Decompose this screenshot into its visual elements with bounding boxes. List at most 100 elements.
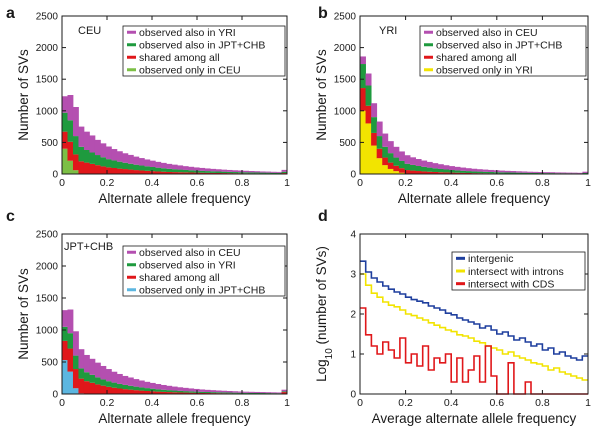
bar-shared bbox=[72, 154, 79, 171]
legend-label-only: observed only in CEU bbox=[139, 65, 241, 77]
bar-jpt bbox=[404, 163, 411, 171]
bar-jpt bbox=[365, 85, 372, 106]
y-axis-label: Number of SVs bbox=[16, 49, 31, 141]
bar-other bbox=[160, 384, 167, 390]
bar-other bbox=[526, 171, 533, 173]
bar-shared bbox=[371, 132, 378, 146]
bar-jpt bbox=[221, 392, 228, 394]
bar-other bbox=[565, 172, 572, 174]
y-tick-label: 1500 bbox=[36, 294, 59, 305]
x-tick-label: 0.4 bbox=[444, 397, 459, 409]
bar-other bbox=[177, 165, 184, 170]
panel-letter: d bbox=[318, 208, 328, 225]
bar-shared bbox=[89, 382, 96, 394]
legend-box bbox=[122, 25, 286, 77]
bar-other bbox=[62, 310, 68, 327]
y-axis-label-subscript: 10 bbox=[324, 348, 335, 360]
panel-letter: c bbox=[6, 208, 15, 225]
legend-label-other: observed also in CEU bbox=[139, 247, 241, 259]
bar-jpt bbox=[67, 120, 74, 142]
bar-jpt bbox=[582, 172, 589, 174]
bar-other bbox=[171, 386, 178, 391]
bar-jpt bbox=[89, 374, 96, 383]
bar-jpt bbox=[116, 383, 123, 389]
bar-other bbox=[94, 362, 101, 378]
y-tick-label: 1000 bbox=[334, 106, 357, 117]
bar-jpt bbox=[443, 169, 450, 173]
bar-other bbox=[382, 133, 389, 147]
bar-other bbox=[215, 169, 222, 172]
x-tick-label: 0.2 bbox=[398, 177, 413, 189]
bar-other bbox=[122, 375, 129, 385]
bar-jpt bbox=[281, 391, 288, 393]
bar-other bbox=[78, 126, 85, 147]
axes-frame bbox=[61, 15, 288, 175]
x-tick-label: 0.2 bbox=[100, 177, 115, 189]
bar-shared bbox=[144, 170, 151, 174]
bar-jpt bbox=[166, 168, 173, 172]
bar-jpt bbox=[543, 173, 550, 174]
bar-jpt bbox=[465, 171, 472, 173]
x-axis-label: Alternate allele frequency bbox=[98, 191, 251, 206]
bar-jpt bbox=[237, 172, 244, 174]
bar-shared bbox=[72, 369, 79, 389]
x-tick-label: 1 bbox=[284, 177, 290, 189]
y-axis: 0 500 1000 1500 2000 2500 bbox=[36, 12, 287, 181]
bar-other bbox=[499, 170, 505, 173]
population-label: JPT+CHB bbox=[64, 241, 113, 253]
bar-jpt bbox=[421, 166, 428, 172]
x-tick-label: 0.6 bbox=[489, 397, 504, 409]
y-tick-label: 1 bbox=[350, 350, 356, 361]
bar-only bbox=[62, 360, 68, 394]
bar-jpt bbox=[537, 173, 544, 174]
y-axis-label-prefix: Log bbox=[314, 359, 329, 382]
bar-jpt bbox=[237, 392, 244, 394]
y-tick-label: 3 bbox=[350, 270, 356, 281]
legend-label-shared: shared among all bbox=[139, 52, 220, 64]
bar-other bbox=[111, 371, 118, 383]
bar-only bbox=[72, 388, 79, 394]
bar-other bbox=[94, 139, 101, 156]
bar-other bbox=[582, 171, 589, 173]
bar-only bbox=[72, 170, 79, 174]
bar-shared bbox=[83, 381, 90, 394]
bar-jpt bbox=[243, 172, 249, 174]
bar-shared bbox=[166, 171, 173, 174]
bar-jpt bbox=[504, 172, 511, 174]
legend-label-other: observed also in YRI bbox=[139, 27, 236, 39]
bar-jpt bbox=[254, 172, 260, 174]
bar-other bbox=[465, 168, 472, 172]
bar-other bbox=[454, 166, 461, 171]
bar-shared bbox=[62, 340, 68, 361]
bar-other bbox=[237, 170, 244, 173]
bar-other bbox=[248, 171, 255, 173]
bar-other bbox=[160, 162, 167, 169]
x-tick-label: 0.8 bbox=[535, 177, 550, 189]
bar-jpt bbox=[127, 163, 134, 170]
bar-shared bbox=[127, 169, 134, 174]
bar-jpt bbox=[122, 384, 129, 390]
bar-shared bbox=[67, 141, 74, 161]
bar-other bbox=[138, 158, 145, 166]
bar-jpt bbox=[221, 171, 228, 174]
bar-only bbox=[67, 160, 74, 174]
bar-shared bbox=[138, 170, 145, 174]
bar-other bbox=[243, 391, 249, 393]
bar-other bbox=[122, 153, 129, 163]
bar-shared bbox=[116, 168, 123, 174]
bar-jpt bbox=[254, 392, 260, 394]
bar-shared bbox=[149, 391, 156, 394]
bar-shared bbox=[382, 157, 389, 166]
bar-only bbox=[398, 172, 405, 174]
bar-other bbox=[232, 391, 239, 393]
bar-other bbox=[62, 96, 68, 113]
x-axis-label: Alternate allele frequency bbox=[98, 411, 251, 426]
bar-shared bbox=[199, 392, 206, 394]
y-tick-label: 2000 bbox=[36, 262, 59, 273]
y-tick-label: 1000 bbox=[36, 106, 59, 117]
bar-jpt bbox=[226, 392, 233, 394]
bar-shared bbox=[404, 170, 411, 174]
bar-jpt bbox=[67, 333, 74, 349]
bar-jpt bbox=[133, 164, 140, 171]
